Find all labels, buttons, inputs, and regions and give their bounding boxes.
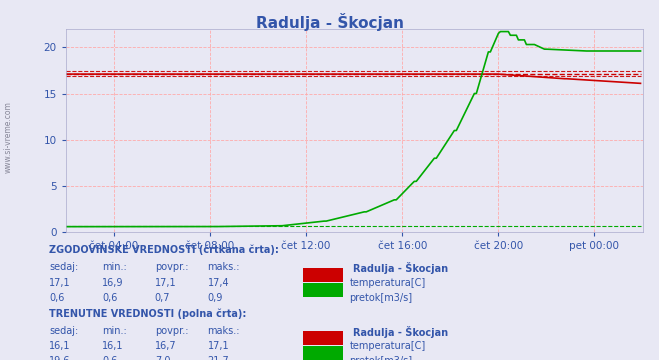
Text: 0,6: 0,6: [102, 356, 117, 360]
Text: min.:: min.:: [102, 326, 127, 336]
Text: pretok[m3/s]: pretok[m3/s]: [349, 356, 413, 360]
Text: 0,9: 0,9: [208, 293, 223, 303]
Text: temperatura[C]: temperatura[C]: [349, 341, 426, 351]
Text: pretok[m3/s]: pretok[m3/s]: [349, 293, 413, 303]
Text: maks.:: maks.:: [208, 262, 240, 272]
Text: maks.:: maks.:: [208, 326, 240, 336]
Text: 17,1: 17,1: [155, 278, 177, 288]
Text: temperatura[C]: temperatura[C]: [349, 278, 426, 288]
Text: 0,6: 0,6: [49, 293, 65, 303]
Text: TRENUTNE VREDNOSTI (polna črta):: TRENUTNE VREDNOSTI (polna črta):: [49, 309, 247, 319]
Text: 0,7: 0,7: [155, 293, 171, 303]
Text: Radulja - Škocjan: Radulja - Škocjan: [256, 13, 403, 31]
Text: 16,1: 16,1: [49, 341, 71, 351]
Text: 7,0: 7,0: [155, 356, 171, 360]
Text: ZGODOVINSKE VREDNOSTI (črtkana črta):: ZGODOVINSKE VREDNOSTI (črtkana črta):: [49, 245, 279, 255]
Text: povpr.:: povpr.:: [155, 262, 188, 272]
Text: povpr.:: povpr.:: [155, 326, 188, 336]
Text: sedaj:: sedaj:: [49, 262, 78, 272]
Text: 16,7: 16,7: [155, 341, 177, 351]
Text: 17,4: 17,4: [208, 278, 229, 288]
Text: 16,1: 16,1: [102, 341, 124, 351]
Text: sedaj:: sedaj:: [49, 326, 78, 336]
Text: 17,1: 17,1: [49, 278, 71, 288]
Text: 16,9: 16,9: [102, 278, 124, 288]
Text: min.:: min.:: [102, 262, 127, 272]
Text: 0,6: 0,6: [102, 293, 117, 303]
Text: www.si-vreme.com: www.si-vreme.com: [3, 101, 13, 173]
Text: 21,7: 21,7: [208, 356, 229, 360]
Text: 19,6: 19,6: [49, 356, 71, 360]
Text: Radulja - Škocjan: Radulja - Škocjan: [353, 326, 447, 338]
Text: Radulja - Škocjan: Radulja - Škocjan: [353, 262, 447, 274]
Text: 17,1: 17,1: [208, 341, 229, 351]
